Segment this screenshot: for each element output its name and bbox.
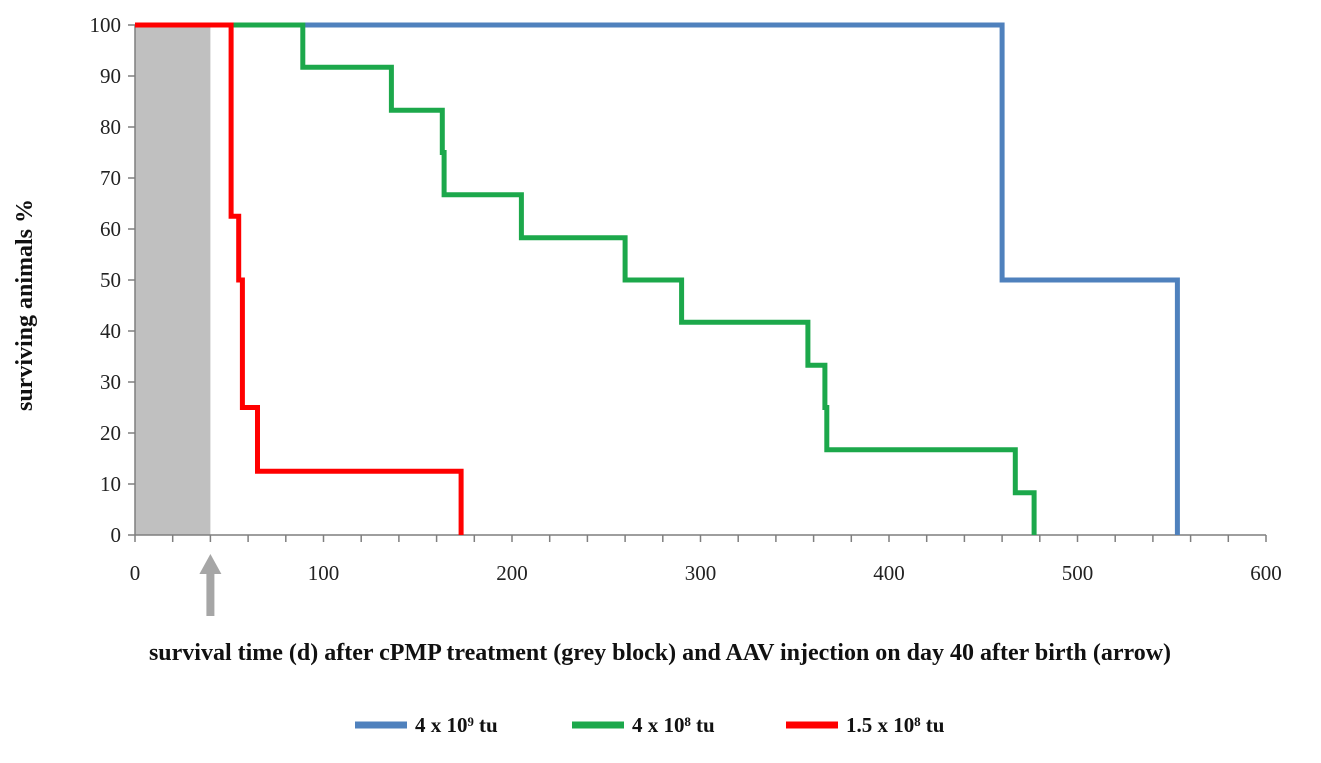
series-line-2 — [135, 22, 1037, 535]
y-tick-label: 0 — [111, 523, 122, 547]
y-axis-title: surviving animals % — [12, 199, 38, 411]
x-tick-label: 400 — [873, 561, 905, 585]
chart-axes — [128, 24, 1267, 542]
y-tick-label: 30 — [100, 370, 121, 394]
series-line-1 — [135, 22, 1180, 535]
x-tick-label: 600 — [1250, 561, 1282, 585]
y-tick-label: 60 — [100, 217, 121, 241]
aav-injection-arrow — [199, 554, 222, 616]
cpmp-treatment-shaded-block — [135, 25, 211, 535]
x-tick-label: 100 — [308, 561, 340, 585]
legend-label-1: 4 x 10⁹ tu — [415, 713, 498, 737]
x-tick-label: 0 — [130, 561, 141, 585]
x-tick-label: 200 — [496, 561, 528, 585]
series-line-3 — [135, 22, 464, 535]
tick-labels: 0 10 20 30 40 50 60 70 80 90 100 0 100 200 300 400 500 60… — [90, 13, 1282, 585]
y-tick-label: 80 — [100, 115, 121, 139]
y-tick-label: 50 — [100, 268, 121, 292]
x-tick-label: 300 — [685, 561, 717, 585]
y-tick-label: 90 — [100, 64, 121, 88]
y-tick-label: 70 — [100, 166, 121, 190]
x-axis-title: survival time (d) after cPMP treatment (… — [149, 640, 1171, 666]
legend: 4 x 10⁹ tu 4 x 10⁸ tu 1.5 x 10⁸ tu — [355, 713, 945, 737]
y-tick-label: 10 — [100, 472, 121, 496]
y-tick-label: 40 — [100, 319, 121, 343]
shaded-block-rect — [135, 25, 211, 535]
series-layer — [135, 22, 1180, 535]
legend-label-3: 1.5 x 10⁸ tu — [846, 713, 945, 737]
y-tick-label: 100 — [90, 13, 122, 37]
arrow-head — [199, 554, 222, 574]
arrow-shaft — [206, 572, 215, 616]
y-tick-label: 20 — [100, 421, 121, 445]
x-tick-label: 500 — [1062, 561, 1094, 585]
legend-label-2: 4 x 10⁸ tu — [632, 713, 715, 737]
